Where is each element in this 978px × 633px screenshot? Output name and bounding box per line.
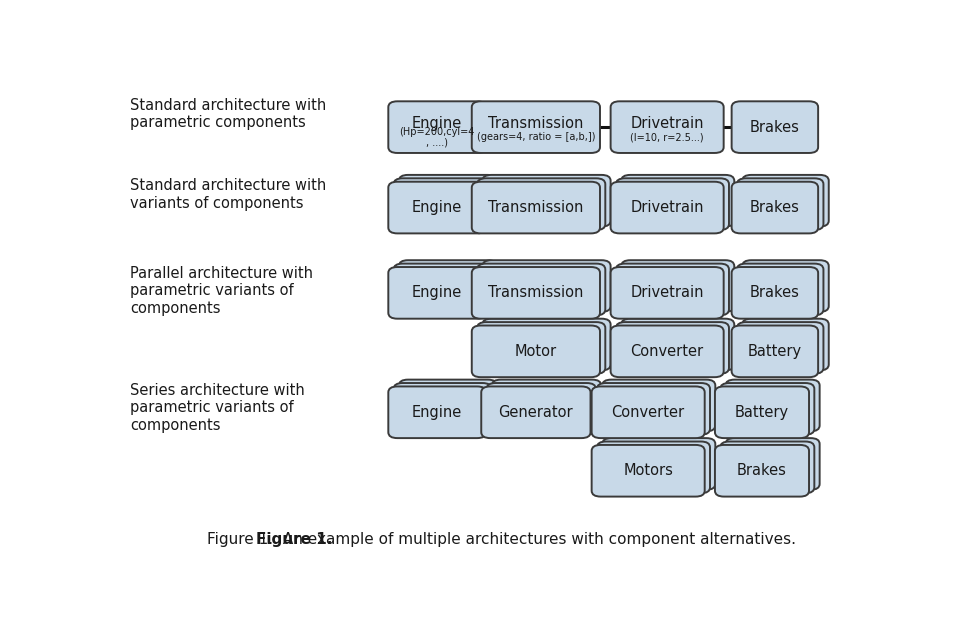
Text: Transmission: Transmission bbox=[488, 285, 583, 300]
FancyBboxPatch shape bbox=[482, 175, 610, 227]
FancyBboxPatch shape bbox=[720, 383, 814, 435]
Text: Drivetrain: Drivetrain bbox=[630, 285, 703, 300]
FancyBboxPatch shape bbox=[476, 263, 604, 315]
FancyBboxPatch shape bbox=[741, 260, 828, 312]
FancyBboxPatch shape bbox=[725, 438, 819, 490]
Text: Series architecture with
parametric variants of
components: Series architecture with parametric vari… bbox=[130, 383, 304, 433]
FancyBboxPatch shape bbox=[725, 380, 819, 431]
FancyBboxPatch shape bbox=[393, 263, 491, 315]
Text: Drivetrain: Drivetrain bbox=[630, 116, 703, 130]
Text: Engine: Engine bbox=[412, 285, 462, 300]
Text: Brakes: Brakes bbox=[749, 120, 799, 135]
Text: Transmission: Transmission bbox=[488, 200, 583, 215]
FancyBboxPatch shape bbox=[388, 386, 486, 438]
Text: Figure 1.: Figure 1. bbox=[256, 532, 333, 548]
Text: Standard architecture with
variants of components: Standard architecture with variants of c… bbox=[130, 179, 326, 211]
FancyBboxPatch shape bbox=[591, 445, 704, 497]
FancyBboxPatch shape bbox=[615, 322, 729, 373]
FancyBboxPatch shape bbox=[615, 263, 729, 315]
FancyBboxPatch shape bbox=[393, 383, 491, 435]
FancyBboxPatch shape bbox=[731, 267, 818, 318]
FancyBboxPatch shape bbox=[610, 267, 723, 318]
FancyBboxPatch shape bbox=[736, 322, 822, 373]
FancyBboxPatch shape bbox=[714, 445, 808, 497]
Text: Drivetrain: Drivetrain bbox=[630, 200, 703, 215]
Text: Engine: Engine bbox=[412, 200, 462, 215]
Text: (gears=4, ratio = [a,b,]): (gears=4, ratio = [a,b,]) bbox=[476, 132, 595, 142]
Text: Motors: Motors bbox=[623, 463, 673, 479]
FancyBboxPatch shape bbox=[736, 263, 822, 315]
Text: Figure 1.: Figure 1. bbox=[0, 632, 1, 633]
FancyBboxPatch shape bbox=[621, 175, 734, 227]
Text: (l=10, r=2.5...): (l=10, r=2.5...) bbox=[630, 132, 703, 142]
FancyBboxPatch shape bbox=[621, 318, 734, 370]
FancyBboxPatch shape bbox=[486, 383, 596, 435]
FancyBboxPatch shape bbox=[482, 260, 610, 312]
FancyBboxPatch shape bbox=[610, 182, 723, 234]
Text: Battery: Battery bbox=[747, 344, 801, 359]
Text: Brakes: Brakes bbox=[749, 285, 799, 300]
FancyBboxPatch shape bbox=[720, 442, 814, 493]
Text: Converter: Converter bbox=[630, 344, 703, 359]
Text: Motor: Motor bbox=[514, 344, 556, 359]
Text: Figure 1.  An example of multiple architectures with component alternatives.: Figure 1. An example of multiple archite… bbox=[207, 532, 795, 548]
FancyBboxPatch shape bbox=[591, 386, 704, 438]
FancyBboxPatch shape bbox=[610, 325, 723, 377]
FancyBboxPatch shape bbox=[388, 267, 486, 318]
FancyBboxPatch shape bbox=[597, 442, 709, 493]
Text: Converter: Converter bbox=[611, 404, 684, 420]
FancyBboxPatch shape bbox=[731, 325, 818, 377]
Text: Brakes: Brakes bbox=[749, 200, 799, 215]
FancyBboxPatch shape bbox=[476, 322, 604, 373]
FancyBboxPatch shape bbox=[714, 386, 808, 438]
FancyBboxPatch shape bbox=[388, 182, 486, 234]
FancyBboxPatch shape bbox=[471, 182, 600, 234]
Text: Parallel architecture with
parametric variants of
components: Parallel architecture with parametric va… bbox=[130, 266, 313, 316]
Text: Transmission: Transmission bbox=[488, 116, 583, 130]
FancyBboxPatch shape bbox=[491, 380, 600, 431]
FancyBboxPatch shape bbox=[601, 380, 715, 431]
FancyBboxPatch shape bbox=[398, 380, 496, 431]
FancyBboxPatch shape bbox=[476, 179, 604, 230]
FancyBboxPatch shape bbox=[731, 182, 818, 234]
FancyBboxPatch shape bbox=[601, 438, 715, 490]
FancyBboxPatch shape bbox=[393, 179, 491, 230]
Text: Engine: Engine bbox=[412, 116, 462, 130]
FancyBboxPatch shape bbox=[615, 179, 729, 230]
Text: Figure 1.  An example of multiple architectures with component alternatives.: Figure 1. An example of multiple archite… bbox=[0, 632, 1, 633]
Text: Brakes: Brakes bbox=[736, 463, 786, 479]
FancyBboxPatch shape bbox=[597, 383, 709, 435]
FancyBboxPatch shape bbox=[621, 260, 734, 312]
FancyBboxPatch shape bbox=[398, 175, 496, 227]
FancyBboxPatch shape bbox=[481, 386, 590, 438]
Text: Battery: Battery bbox=[734, 404, 788, 420]
FancyBboxPatch shape bbox=[741, 175, 828, 227]
Text: Standard architecture with
parametric components: Standard architecture with parametric co… bbox=[130, 98, 326, 130]
Text: Engine: Engine bbox=[412, 404, 462, 420]
FancyBboxPatch shape bbox=[398, 260, 496, 312]
FancyBboxPatch shape bbox=[736, 179, 822, 230]
FancyBboxPatch shape bbox=[731, 101, 818, 153]
Text: (Hp=200,cyl=4
, ....): (Hp=200,cyl=4 , ....) bbox=[399, 127, 474, 147]
FancyBboxPatch shape bbox=[388, 101, 486, 153]
FancyBboxPatch shape bbox=[471, 325, 600, 377]
Text: Generator: Generator bbox=[498, 404, 572, 420]
FancyBboxPatch shape bbox=[471, 267, 600, 318]
FancyBboxPatch shape bbox=[741, 318, 828, 370]
FancyBboxPatch shape bbox=[482, 318, 610, 370]
FancyBboxPatch shape bbox=[471, 101, 600, 153]
FancyBboxPatch shape bbox=[610, 101, 723, 153]
